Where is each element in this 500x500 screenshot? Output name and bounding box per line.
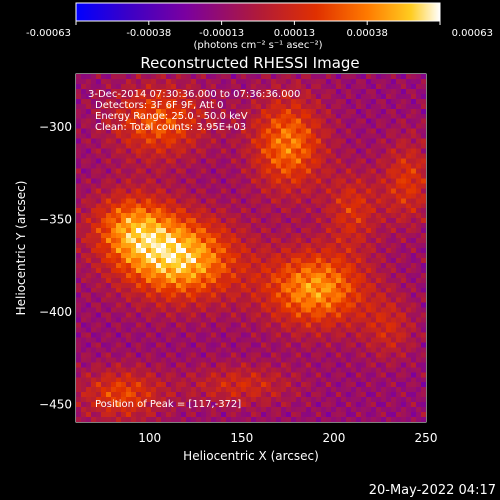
chart-title: Reconstructed RHESSI Image — [140, 54, 359, 72]
y-tick-label: −400 — [39, 305, 72, 319]
x-tick-label: 250 — [415, 431, 438, 445]
colorbar-unit-label: (photons cm⁻² s⁻¹ asec⁻²) — [193, 40, 322, 51]
colorbar-tick-label: -0.00013 — [199, 28, 244, 39]
colorbar-tick-label: -0.00063 — [26, 28, 71, 39]
colorbar — [75, 2, 441, 22]
colorbar-tick-label: 0.00013 — [274, 28, 315, 39]
colorbar-tick-label: 0.00038 — [347, 28, 388, 39]
y-tick-label: −450 — [39, 397, 72, 411]
y-tick-label: −350 — [39, 212, 72, 226]
footer-timestamp: 20-May-2022 04:17 — [369, 483, 496, 498]
colorbar-tick-label: -0.00038 — [126, 28, 171, 39]
x-axis-label: Heliocentric X (arcsec) — [183, 449, 319, 463]
x-tick-label: 100 — [138, 431, 161, 445]
heatmap-image — [76, 74, 426, 422]
y-axis-label: Heliocentric Y (arcsec) — [14, 181, 28, 316]
colorbar-ticks: -0.00063 -0.00038 -0.00013 0.00013 0.00038 0.… — [26, 21, 493, 39]
x-tick-label: 150 — [230, 431, 253, 445]
y-tick-label: −300 — [39, 120, 72, 134]
x-tick-label: 200 — [322, 431, 345, 445]
colorbar-tick-label: 0.00063 — [452, 28, 493, 39]
